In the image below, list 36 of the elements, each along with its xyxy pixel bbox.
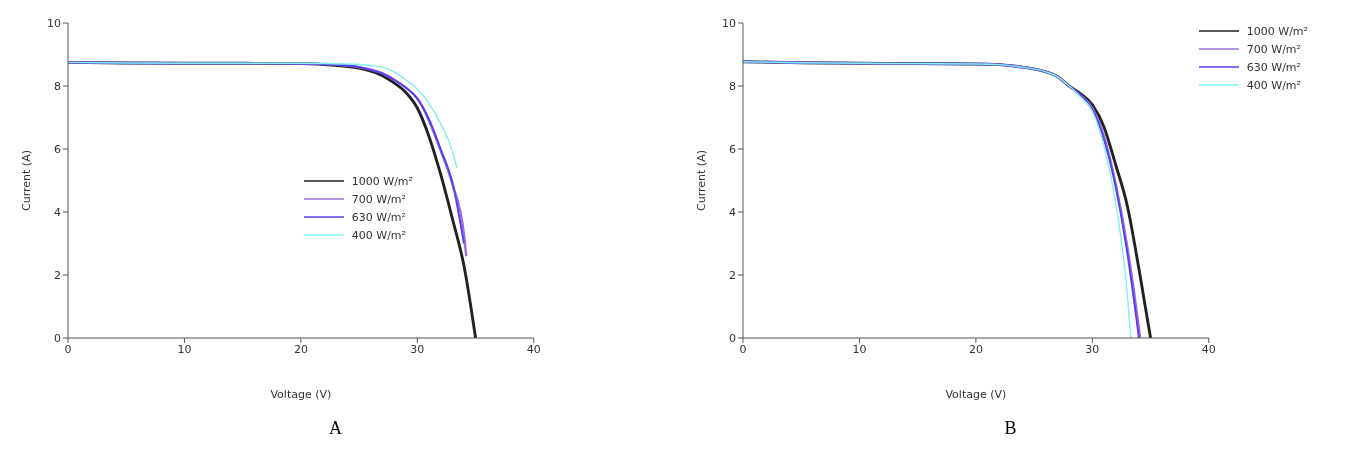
- x-tick-label: 10: [177, 342, 192, 356]
- text: A: [328, 418, 343, 439]
- x-axis-title: Voltage (V): [270, 388, 332, 401]
- legend-label: 400 W/m²: [351, 228, 406, 242]
- y-tick-label: 6: [54, 142, 61, 156]
- x-tick-label: 20: [968, 342, 983, 356]
- y-tick-label: 4: [54, 205, 61, 219]
- y-tick-label: 2: [729, 268, 736, 282]
- x-tick-label: 0: [739, 342, 747, 356]
- y-tick-label: 8: [729, 79, 736, 93]
- legend-label: 700 W/m²: [1246, 42, 1301, 56]
- text: B: [1003, 418, 1018, 439]
- legend-label: 630 W/m²: [1246, 60, 1301, 74]
- y-tick-label: 0: [729, 331, 736, 345]
- x-axis-title: Voltage (V): [945, 388, 1007, 401]
- y-tick-label: 8: [54, 79, 61, 93]
- x-tick-label: 30: [410, 342, 425, 356]
- y-tick-label: 4: [729, 205, 736, 219]
- y-tick-label: 2: [54, 268, 61, 282]
- legend-label: 700 W/m²: [351, 192, 406, 206]
- x-tick-label: 30: [1085, 342, 1100, 356]
- y-tick-label: 10: [722, 16, 736, 30]
- x-tick-label: 0: [64, 342, 72, 356]
- legend-label: 400 W/m²: [1246, 78, 1301, 92]
- legend-label: 630 W/m²: [351, 210, 406, 224]
- x-tick-label: 40: [526, 342, 541, 356]
- y-tick-label: 0: [54, 331, 61, 345]
- y-tick-label: 10: [47, 16, 61, 30]
- y-axis-title: Current (A): [694, 150, 708, 211]
- x-tick-label: 10: [852, 342, 867, 356]
- legend-label: 1000 W/m²: [1246, 24, 1308, 38]
- x-tick-label: 40: [1201, 342, 1216, 356]
- x-tick-label: 20: [293, 342, 308, 356]
- legend-label: 1000 W/m²: [351, 174, 413, 188]
- y-axis-title: Current (A): [19, 150, 33, 211]
- y-tick-label: 6: [729, 142, 736, 156]
